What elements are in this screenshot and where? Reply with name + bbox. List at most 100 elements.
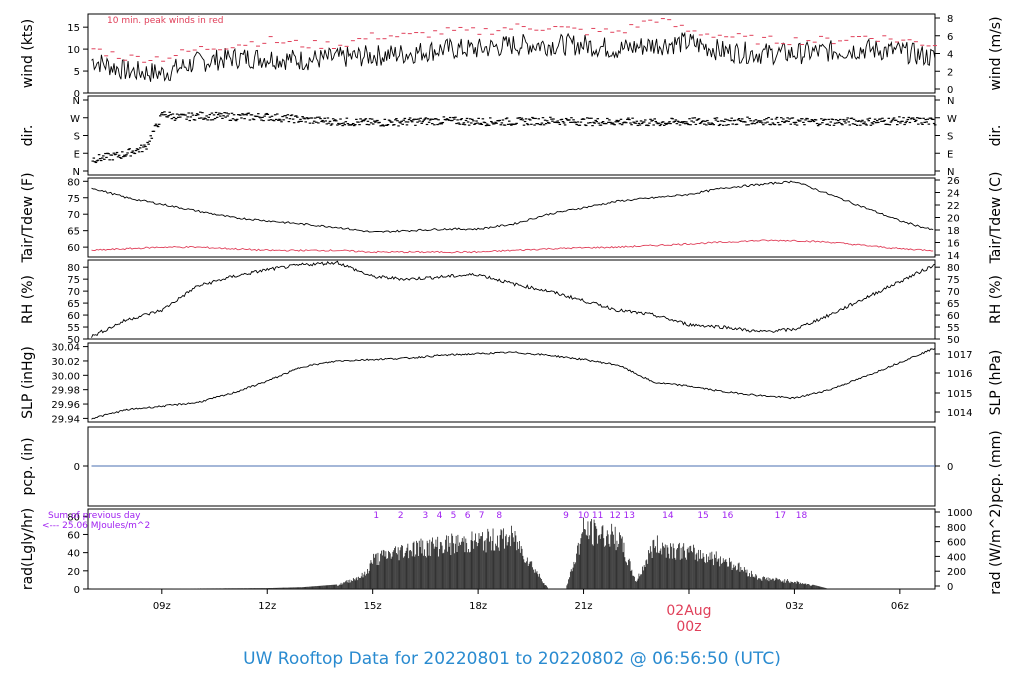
rad-ytick-right-label: 600 [947, 538, 966, 549]
rad-ytick-right-label: 0 [947, 582, 953, 593]
rh-ytick-label: 50 [67, 335, 80, 346]
rad-marker: 1 [373, 511, 379, 521]
rh-panel-frame [87, 259, 936, 340]
dir-ytick-right-label: S [947, 132, 953, 143]
slp-ytick-label: 30.02 [51, 357, 80, 368]
rad-marker: 8 [496, 511, 502, 521]
chart-title: UW Rooftop Data for 20220801 to 20220802… [243, 649, 781, 669]
rh-ytick-label: 75 [67, 275, 80, 286]
rad-marker: 13 [624, 511, 635, 521]
x-tick-label: 12z [258, 601, 276, 612]
wind-ytick-right-label: 8 [947, 14, 953, 25]
x-tick-label: 06z [891, 601, 909, 612]
x-tick-label: 03z [785, 601, 803, 612]
dir-ytick-right-label: N [947, 96, 954, 107]
tdew-line [91, 239, 934, 254]
rh-ytick-label: 80 [67, 263, 80, 274]
wind-ytick-label: 0 [74, 89, 80, 100]
rad-ytick-label: 60 [67, 530, 80, 541]
rad-annotation-line2: <--- 25.06 MJoules/m^2 [42, 521, 150, 531]
wind-annotation: 10 min. peak winds in red [107, 16, 224, 26]
rh-ytick-label: 65 [67, 299, 80, 310]
dir-ytick-label: N [73, 96, 80, 107]
slp-line [91, 348, 936, 420]
temp-ytick-right-label: 16 [947, 239, 960, 250]
temp-ytick-right-label: 20 [947, 214, 960, 225]
x-date-tick-label: 00z [676, 619, 701, 635]
temp-ytick-label: 70 [67, 210, 80, 221]
dir-ytick-label: N [73, 167, 80, 178]
wind-ytick-label: 5 [74, 67, 80, 78]
wind-ytick-right-label: 6 [947, 32, 953, 43]
rh-ytick-label: 55 [67, 323, 80, 334]
dir-ytick-right-label: N [947, 167, 954, 178]
slp-ytick-label: 29.94 [51, 414, 80, 425]
temp-ytick-label: 65 [67, 227, 80, 238]
temp-ytick-right-label: 24 [947, 189, 960, 200]
rad-ytick-right-label: 800 [947, 523, 966, 534]
rad-marker: 5 [451, 511, 457, 521]
x-tick-label: 21z [575, 601, 593, 612]
rad-marker: 17 [775, 511, 786, 521]
temp-ytick-label: 80 [67, 177, 80, 188]
wind-ytick-right-label: 4 [947, 50, 953, 61]
rad-marker: 9 [563, 511, 569, 521]
tair-line [91, 180, 934, 233]
rad-ytick-right-label: 400 [947, 552, 966, 563]
dir-ytick-label: E [74, 149, 80, 160]
rh-ylabel-right: RH (%) [988, 275, 1004, 324]
rad-marker: 15 [697, 511, 708, 521]
wind-ytick-label: 15 [67, 23, 80, 34]
rh-ytick-right-label: 65 [947, 299, 960, 310]
rh-ytick-label: 70 [67, 287, 80, 298]
temp-ylabel: Tair/Tdew (F) [20, 172, 36, 263]
dir-ytick-label: W [70, 114, 80, 125]
temp-ytick-label: 60 [67, 243, 80, 254]
x-tick-label: 09z [153, 601, 171, 612]
wind-ylabel-right: wind (m/s) [988, 16, 1004, 90]
dir-ytick-right-label: W [947, 114, 957, 125]
dir-panel-frame [87, 95, 936, 176]
wind-ytick-right-label: 0 [947, 85, 953, 96]
pcp-ytick-right-label: 0 [947, 462, 953, 473]
temp-ytick-right-label: 26 [947, 176, 960, 187]
rad-ytick-label: 80 [67, 512, 80, 523]
rh-ytick-right-label: 55 [947, 323, 960, 334]
rad-ylabel-right: rad (W/m^2) [988, 503, 1004, 594]
rad-ytick-label: 40 [67, 549, 80, 560]
rad-annotation-line1: Sum of previous day [48, 511, 141, 521]
slp-ytick-label: 29.98 [51, 386, 80, 397]
temp-panel-frame [87, 177, 936, 258]
temp-ytick-right-label: 18 [947, 226, 960, 237]
rad-marker: 10 [578, 511, 590, 521]
x-tick-label: 15z [364, 601, 382, 612]
rad-marker: 11 [592, 511, 603, 521]
slp-ylabel: SLP (inHg) [20, 346, 36, 419]
pcp-ytick-label: 0 [74, 462, 80, 473]
dir-ytick-label: S [74, 132, 80, 143]
rh-ylabel: RH (%) [20, 275, 36, 324]
rad-marker: 16 [722, 511, 734, 521]
rad-marker: 2 [398, 511, 404, 521]
x-tick-label: 18z [469, 601, 487, 612]
rad-marker: 4 [437, 511, 443, 521]
rad-marker: 18 [796, 511, 808, 521]
rad-marker: 14 [662, 511, 674, 521]
rad-ytick-label: 0 [74, 585, 80, 596]
slp-ytick-label: 29.96 [51, 400, 80, 411]
rad-marker: 12 [609, 511, 620, 521]
rad-ytick-label: 20 [67, 567, 80, 578]
temp-ytick-label: 75 [67, 194, 80, 205]
rh-ytick-right-label: 75 [947, 275, 960, 286]
wind-ytick-right-label: 2 [947, 67, 953, 78]
rad-marker: 3 [423, 511, 429, 521]
rad-ytick-right-label: 1000 [947, 508, 972, 519]
slp-ytick-right-label: 1015 [947, 389, 972, 400]
rh-ytick-right-label: 80 [947, 263, 960, 274]
rh-ytick-right-label: 60 [947, 311, 960, 322]
rh-ytick-right-label: 50 [947, 335, 960, 346]
slp-ytick-label: 30.00 [51, 371, 80, 382]
rh-ytick-right-label: 70 [947, 287, 960, 298]
slp-ylabel-right: SLP (hPa) [988, 350, 1004, 416]
